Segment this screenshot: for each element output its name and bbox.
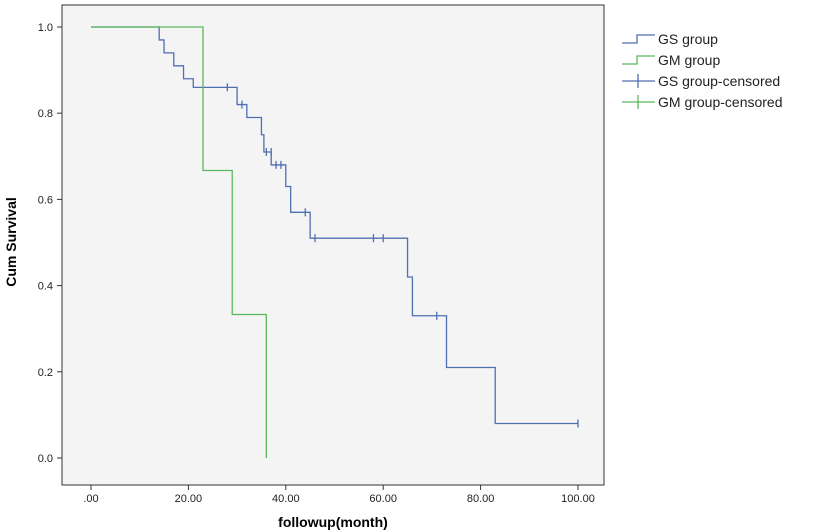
y-tick-label: 0.8 [38,108,53,120]
x-tick-label: 40.00 [272,493,300,505]
legend-label: GS group-censored [658,73,780,89]
legend-label: GM group-censored [658,94,783,110]
legend-label: GS group [658,31,718,47]
x-tick-label: 60.00 [369,493,397,505]
axes: .00 20.00 40.00 60.00 80.00 100.00 0.0 0.2 0.4 0.… [38,22,595,505]
legend: GS group GM group GS group-censored GM grou… [622,31,783,110]
y-tick-label: 0.0 [38,453,53,465]
censor-layer [226,83,579,428]
y-tick-label: 0.4 [38,281,53,293]
x-tick-label: .00 [83,493,98,505]
x-tick-label: 100.00 [561,493,595,505]
series-line-gs-group [91,26,578,425]
y-tick-label: 0.2 [38,367,53,379]
series-line-gm-group [91,26,267,458]
x-axis-title: followup(month) [278,514,388,530]
legend-swatch-step [622,55,655,65]
legend-swatch-step [622,34,655,44]
series-layer [91,26,578,458]
x-tick-label: 80.00 [467,493,495,505]
plot-area [61,4,605,486]
x-tick-label: 20.00 [175,493,203,505]
legend-label: GM group [658,52,720,68]
y-axis-title: Cum Survival [3,197,19,286]
y-tick-label: 1.0 [38,22,53,34]
y-tick-label: 0.6 [38,194,53,206]
